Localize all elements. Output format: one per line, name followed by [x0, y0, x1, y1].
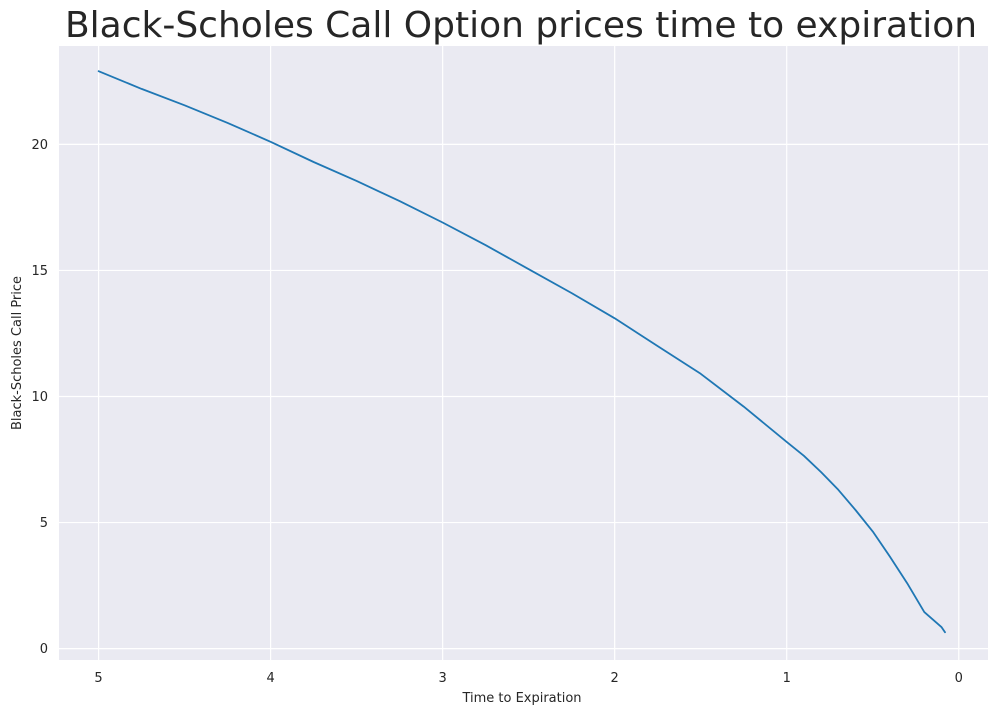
- series-line: [97, 70, 946, 634]
- x-tick-label: 3: [439, 671, 447, 686]
- y-tick-label: 5: [40, 516, 48, 531]
- y-tick-label: 20: [31, 138, 48, 153]
- x-axis-label: Time to Expiration: [461, 691, 581, 706]
- plot-background: [59, 46, 988, 660]
- chart-title: Black-Scholes Call Option prices time to…: [65, 5, 977, 46]
- x-tick-labels: 5 4 3 2 1 0: [94, 671, 962, 686]
- x-tick-label: 5: [94, 671, 102, 686]
- y-tick-label: 10: [31, 390, 48, 405]
- x-tick-label: 0: [955, 671, 963, 686]
- series-layer: [97, 70, 946, 634]
- y-tick-labels: 0 5 10 15 20: [31, 138, 48, 657]
- gridlines: [59, 46, 988, 660]
- y-tick-label: 0: [40, 642, 48, 657]
- x-tick-label: 2: [611, 671, 619, 686]
- y-tick-label: 15: [31, 264, 48, 279]
- x-tick-label: 1: [783, 671, 791, 686]
- x-tick-label: 4: [266, 671, 274, 686]
- y-axis-label: Black-Scholes Call Price: [10, 276, 25, 430]
